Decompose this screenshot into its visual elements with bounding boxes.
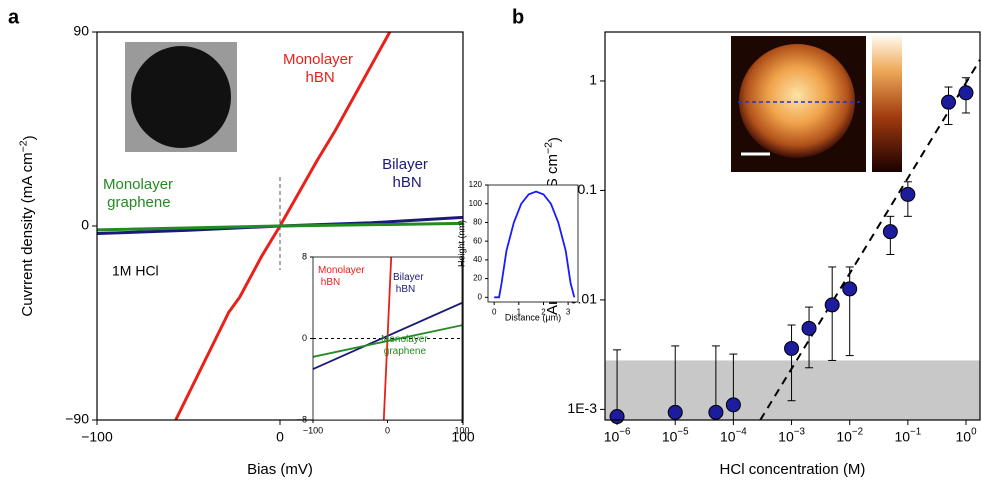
- y-tick-label: −8: [297, 414, 307, 424]
- x-tick-label: 100: [955, 426, 977, 444]
- y-tick-label: 80: [473, 218, 482, 227]
- series-label: Monolayer graphene: [103, 176, 173, 211]
- y-tick-label: 8: [302, 251, 307, 261]
- y-tick-label: 0.1: [578, 181, 598, 197]
- y-tick-label: 90: [73, 23, 89, 39]
- x-tick-label: 100: [454, 425, 469, 435]
- series-label: Bilayer hBN: [393, 272, 424, 295]
- point: [900, 186, 916, 202]
- x-tick-label: 3: [566, 307, 571, 316]
- x-tick-label: 10−6: [604, 426, 631, 444]
- line: [174, 32, 392, 420]
- y-tick-label: 0: [81, 217, 89, 233]
- y-tick-label: 1E-3: [567, 400, 597, 416]
- panel-label: b: [512, 6, 524, 28]
- x-axis-title: Distance (µm): [505, 312, 561, 322]
- afm-dome: [739, 44, 855, 158]
- y-axis-title: Height (nm): [456, 220, 466, 267]
- line: [494, 190, 576, 299]
- x-tick-label: 10−2: [836, 426, 863, 444]
- panel-label: a: [8, 6, 20, 28]
- y-tick-label: 0: [478, 292, 483, 301]
- line: [313, 302, 462, 370]
- x-tick-label: 0: [385, 425, 390, 435]
- point: [882, 224, 898, 240]
- x-tick-label: −100: [303, 425, 323, 435]
- y-tick-label: 0: [302, 333, 307, 343]
- x-tick-label: 2: [541, 307, 546, 316]
- chart-1: −100 0 100 −8 0 8 Monolayer hBN Bilayer hBN Mono…: [297, 251, 470, 435]
- axes-frame: [96, 31, 464, 421]
- x-tick-label: 1: [517, 307, 522, 316]
- line: [313, 324, 462, 358]
- y-tick-label: 60: [473, 236, 482, 245]
- x-tick-label: 10−5: [662, 426, 689, 444]
- series-label: Monolayer graphene: [381, 334, 428, 357]
- point: [941, 94, 957, 110]
- point: [725, 397, 741, 413]
- y-tick-label: 20: [473, 274, 482, 283]
- axes-frame: [604, 31, 981, 421]
- x-tick-label: 10−1: [894, 426, 921, 444]
- series-label: Monolayer hBN: [318, 265, 365, 288]
- x-tick-label: 100: [451, 428, 475, 444]
- x-axis-title: Bias (mV): [247, 461, 313, 478]
- series-label: Monolayer hBN: [283, 51, 353, 86]
- point: [824, 297, 840, 313]
- point: [609, 409, 625, 425]
- fit-line: [759, 59, 981, 421]
- point: [784, 340, 800, 356]
- color-bar: [872, 36, 902, 172]
- point: [801, 320, 817, 336]
- point: [842, 281, 858, 297]
- x-tick-label: 0: [492, 307, 497, 316]
- x-axis-title: HCl concentration (M): [720, 461, 866, 478]
- x-tick-label: −100: [81, 428, 113, 444]
- y-tick-label: 1: [589, 72, 597, 88]
- axes-frame: [487, 184, 579, 303]
- annotation: 1M HCl: [112, 263, 159, 279]
- y-tick-label: 120: [469, 180, 483, 189]
- point: [667, 404, 683, 420]
- point: [958, 85, 974, 101]
- x-tick-label: 10−3: [778, 426, 805, 444]
- shaded-region: [605, 360, 980, 420]
- chart-3: 0 1 2 3 0 20 40 60 80 100 120 Distance (µm) Height (…: [456, 180, 579, 322]
- pore: [131, 46, 231, 148]
- point: [708, 404, 724, 420]
- y-tick-label: 100: [469, 199, 483, 208]
- x-tick-label: 10−4: [720, 426, 747, 444]
- y-tick-label: 40: [473, 255, 482, 264]
- line: [382, 257, 393, 420]
- y-axis-title: Cuvrrent density (mA cm−2): [17, 135, 38, 316]
- y-tick-label: −90: [65, 411, 89, 427]
- x-tick-label: 0: [276, 428, 284, 444]
- chart-0: −100 0 100 −90 0 90 Monolayer hBN Bilayer hBN Mo…: [8, 6, 475, 478]
- axes-frame: [312, 256, 463, 421]
- series-label: Bilayer hBN: [382, 156, 428, 191]
